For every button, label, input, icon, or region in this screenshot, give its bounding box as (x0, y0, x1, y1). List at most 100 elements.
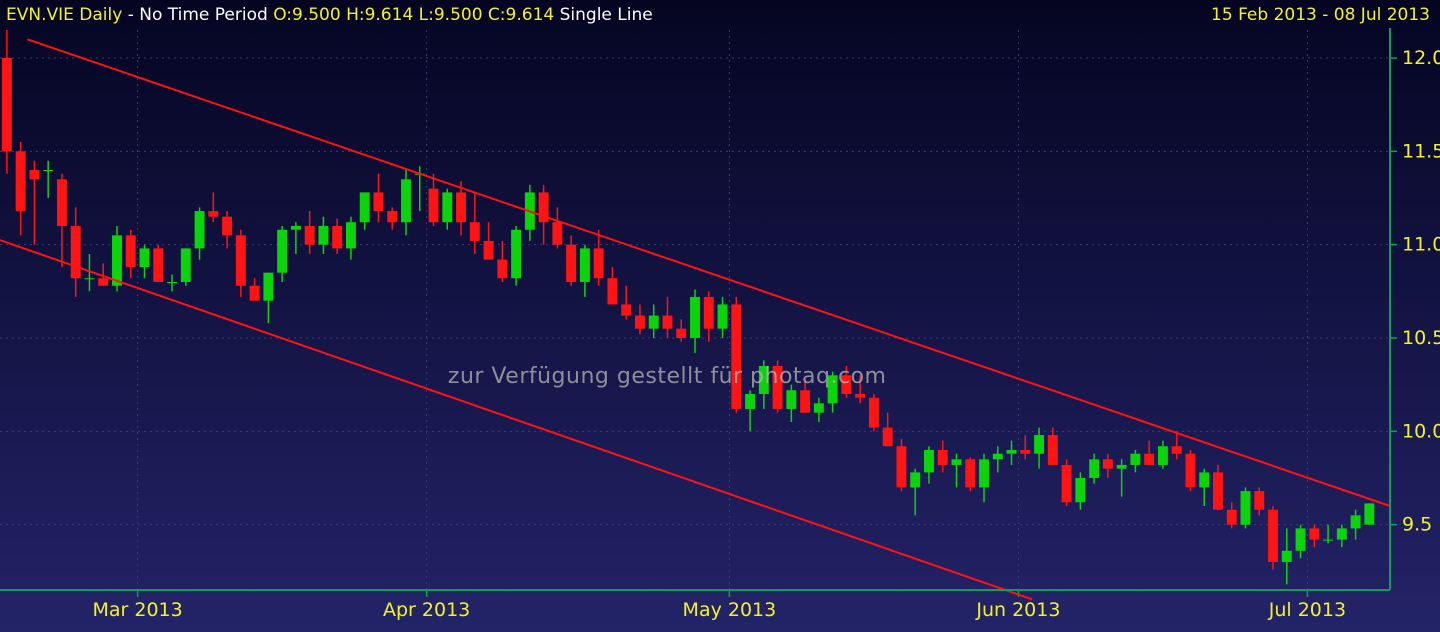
candle-body (181, 248, 191, 282)
candle-body (1213, 472, 1223, 509)
candle-body (85, 278, 95, 279)
candle-body (1103, 459, 1113, 468)
candle-body (855, 394, 865, 398)
candle-body (952, 459, 962, 465)
candle-body (305, 226, 315, 245)
candle-body (869, 398, 879, 428)
candle-body (360, 192, 370, 222)
candle-body (1282, 551, 1292, 562)
candle-body (621, 304, 631, 315)
candle-body (374, 192, 384, 211)
candle-body (401, 179, 411, 222)
candle-body (649, 316, 659, 329)
candlestick-chart: 9.510.010.511.011.512.0Mar 2013Apr 2013M… (0, 0, 1440, 632)
candle-body (1254, 491, 1264, 510)
candle-body (786, 390, 796, 409)
candle-body (910, 472, 920, 487)
candle-body (291, 226, 301, 230)
candle-body (1351, 515, 1361, 528)
candle-body (993, 454, 1003, 460)
chart-header-right: 15 Feb 2013 - 08 Jul 2013 (1211, 5, 1430, 25)
candle-body (167, 282, 177, 283)
candle-body (236, 235, 246, 285)
y-axis-label: 10.0 (1402, 420, 1440, 442)
candle-body (456, 192, 466, 222)
y-axis-label: 11.5 (1402, 140, 1440, 162)
candle-body (731, 304, 741, 409)
x-axis-label: Jun 2013 (975, 599, 1060, 621)
candle-body (263, 273, 273, 301)
candle-body (16, 151, 26, 211)
candle-body (1364, 503, 1374, 524)
candle-body (1241, 491, 1251, 525)
candle-body (883, 428, 893, 447)
candle-body (470, 222, 480, 241)
candle-body (484, 241, 494, 260)
candle-body (29, 170, 39, 179)
candle-body (250, 286, 260, 301)
watermark-text: zur Verfügung gestellt für photaq.com (448, 364, 887, 389)
candle-body (1089, 459, 1099, 478)
candle-body (387, 211, 397, 222)
candle-body (1158, 446, 1168, 465)
candle-body (497, 260, 507, 279)
candle-body (1199, 472, 1209, 487)
candle-body (938, 450, 948, 465)
candle-body (208, 211, 218, 217)
candle-body (704, 297, 714, 329)
candle-body (1296, 528, 1306, 550)
candle-body (126, 235, 136, 267)
candle-body (1130, 454, 1140, 465)
candle-body (429, 189, 439, 223)
candle-body (277, 230, 287, 273)
chart-header-left: EVN.VIE Daily - No Time Period O:9.500 H… (6, 5, 653, 25)
x-axis-label: Apr 2013 (383, 599, 470, 621)
candle-body (1309, 528, 1319, 539)
x-axis-label: Jul 2013 (1268, 599, 1346, 621)
candle-body (1144, 454, 1154, 465)
candle-body (1268, 510, 1278, 562)
y-axis-label: 10.5 (1402, 327, 1440, 349)
candle-body (1323, 540, 1333, 541)
y-axis-label: 9.5 (1402, 514, 1432, 536)
candle-body (1034, 435, 1044, 454)
y-axis-label: 12.0 (1402, 47, 1440, 69)
candle-body (140, 248, 150, 267)
candle-body (346, 222, 356, 248)
candle-body (511, 230, 521, 279)
candle-body (566, 245, 576, 282)
candle-body (2, 58, 12, 151)
candle-body (745, 394, 755, 409)
candle-body (800, 390, 810, 412)
y-axis-label: 11.0 (1402, 234, 1440, 256)
candle-body (1227, 510, 1237, 525)
candle-body (896, 446, 906, 487)
candle-body (1007, 450, 1017, 454)
candle-body (663, 316, 673, 329)
candle-body (676, 329, 686, 338)
candle-body (98, 278, 108, 285)
candle-body (43, 170, 53, 171)
candle-body (1062, 465, 1072, 502)
candle-body (580, 248, 590, 282)
candle-body (635, 316, 645, 329)
candle-body (1185, 454, 1195, 488)
candle-body (552, 222, 562, 244)
candle-body (222, 217, 232, 236)
candle-body (718, 304, 728, 328)
candle-body (71, 226, 81, 278)
candle-body (594, 248, 604, 278)
candle-body (1075, 478, 1085, 502)
candle-body (690, 297, 700, 338)
candle-body (57, 179, 67, 226)
candle-body (924, 450, 934, 472)
candle-body (607, 278, 617, 304)
candle-body (318, 226, 328, 245)
candle-body (1337, 528, 1347, 539)
candle-body (1048, 435, 1058, 465)
x-axis-label: Mar 2013 (92, 599, 182, 621)
candle-body (965, 459, 975, 487)
candle-body (195, 211, 205, 248)
candle-body (1172, 446, 1182, 453)
candle-body (153, 248, 163, 282)
